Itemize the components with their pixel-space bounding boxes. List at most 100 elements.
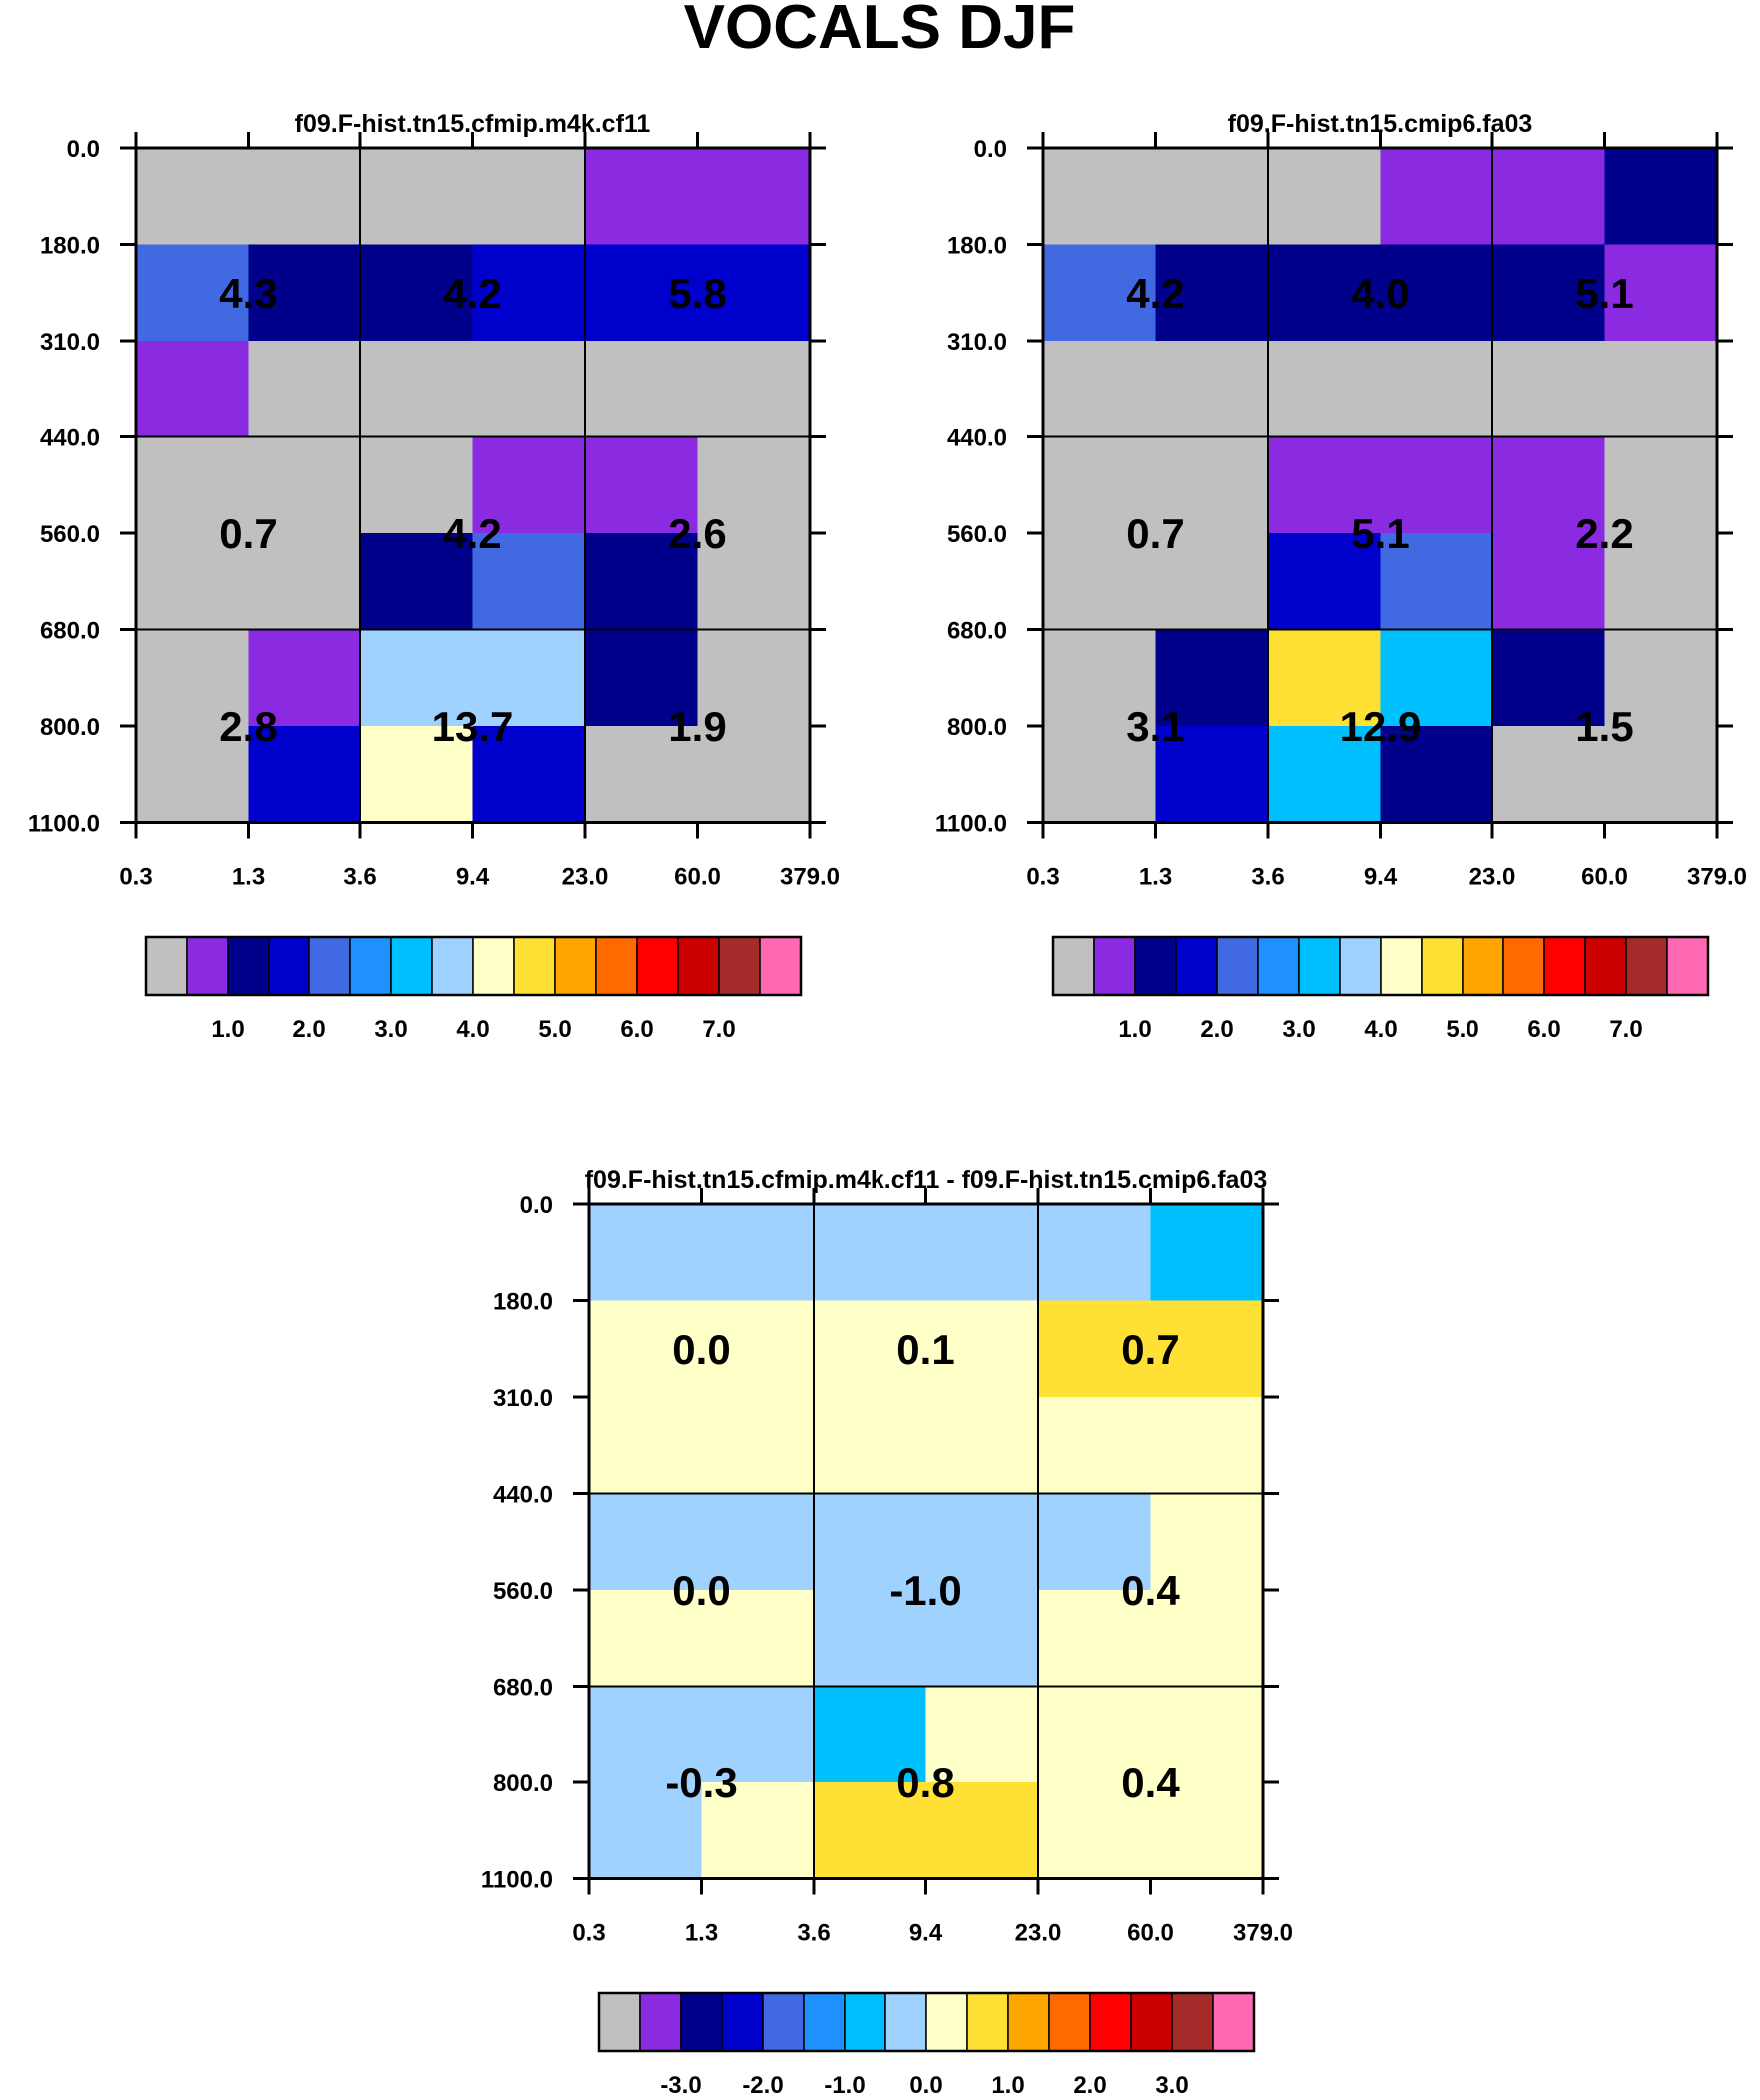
colorbar-label: 5.0 (538, 1016, 571, 1043)
heatmap-cell (472, 629, 586, 727)
heatmap-cell (585, 244, 699, 342)
x-tick-label: 379.0 (780, 864, 840, 891)
colorbar-label: 2.0 (293, 1016, 325, 1043)
y-tick-label: 180.0 (40, 233, 100, 260)
y-tick-label: 1100.0 (935, 811, 1007, 838)
heatmap-cell (1604, 629, 1718, 727)
heatmap-cell (1043, 341, 1157, 438)
heatmap-cell (360, 726, 474, 824)
colorbar-label: 2.0 (1200, 1016, 1233, 1043)
heatmap-cell (248, 629, 361, 727)
heatmap-cell (360, 533, 474, 631)
heatmap-cell (701, 1204, 815, 1302)
cell-value-label: 4.0 (1351, 270, 1409, 317)
colorbar-swatch (759, 936, 802, 996)
y-tick-label: 800.0 (493, 1770, 553, 1797)
colorbar-label: 7.0 (1609, 1016, 1642, 1043)
heatmap-cell (1043, 148, 1157, 246)
colorbar-label: 7.0 (702, 1016, 735, 1043)
x-tick-label: 1.3 (1139, 864, 1172, 891)
colorbar-label: 4.0 (456, 1016, 489, 1043)
heatmap-cell (589, 1397, 703, 1495)
heatmap-cell (1038, 1204, 1152, 1302)
heatmap-cell (814, 1300, 927, 1398)
heatmap-cell (248, 533, 361, 631)
y-tick-label: 560.0 (947, 521, 1007, 548)
x-tick-label: 379.0 (1233, 1920, 1293, 1947)
cell-value-label: 4.2 (443, 270, 501, 317)
colorbar-swatch (1462, 936, 1504, 996)
colorbar-swatch (844, 1992, 886, 2052)
heatmap-cell (1380, 244, 1493, 342)
colorbar-swatch (598, 1992, 641, 2052)
y-tick-label: 440.0 (947, 425, 1007, 452)
colorbar-swatch (1257, 936, 1300, 996)
cell-value-label: -0.3 (665, 1759, 737, 1806)
x-tick-label: 1.3 (232, 864, 265, 891)
heatmap-cell (1038, 1590, 1152, 1688)
colorbar-swatch (1625, 936, 1668, 996)
heatmap-cell (925, 1493, 1039, 1591)
x-tick-label: 60.0 (1127, 1920, 1174, 1947)
heatmap-cell (1155, 341, 1269, 438)
colorbar-swatch (1298, 936, 1341, 996)
cell-value-label: 2.6 (668, 510, 726, 557)
cell-value-label: 0.4 (1121, 1759, 1180, 1806)
heatmap-cell (925, 1590, 1039, 1688)
heatmap-cell (1043, 726, 1157, 824)
heatmap-cell (697, 533, 811, 631)
heatmap-cell (814, 1493, 927, 1591)
heatmap-cell (589, 1300, 703, 1398)
heatmap-cell (1038, 1300, 1152, 1398)
heatmap-cell (1604, 436, 1718, 534)
y-tick-label: 310.0 (493, 1385, 553, 1412)
y-tick-label: 440.0 (493, 1482, 553, 1509)
heatmap-cell (472, 533, 586, 631)
x-tick-label: 60.0 (674, 864, 721, 891)
heatmap-cell (697, 726, 811, 824)
colorbar-swatch (1007, 1992, 1050, 2052)
colorbar-swatch (1421, 936, 1464, 996)
y-tick-label: 800.0 (947, 714, 1007, 741)
heatmap-cell (1380, 148, 1493, 246)
figure-title: VOCALS DJF (684, 0, 1076, 62)
heatmap-cell (472, 341, 586, 438)
x-tick-label: 9.4 (909, 1920, 943, 1947)
heatmap-cell (136, 436, 250, 534)
x-tick-label: 0.3 (1026, 864, 1059, 891)
heatmap-cell (925, 1204, 1039, 1302)
cell-value-label: 0.0 (672, 1567, 730, 1614)
colorbar-swatch (1130, 1992, 1173, 2052)
heatmap-cell (1380, 533, 1493, 631)
cell-value-label: 12.9 (1340, 703, 1422, 750)
heatmap-cell (589, 1782, 703, 1880)
heatmap-cell (472, 726, 586, 824)
colorbar-swatch (390, 936, 433, 996)
y-tick-label: 560.0 (493, 1578, 553, 1605)
heatmap-cell (1150, 1686, 1264, 1783)
heatmap-cell (136, 726, 250, 824)
colorbar-swatch (227, 936, 270, 996)
heatmap-cell (589, 1204, 703, 1302)
heatmap-cell (1380, 341, 1493, 438)
heatmap-cell (1155, 629, 1269, 727)
colorbar-swatch (431, 936, 474, 996)
y-tick-label: 800.0 (40, 714, 100, 741)
cell-value-label: 5.1 (1351, 510, 1409, 557)
heatmap-cell (1038, 1493, 1152, 1591)
colorbar-swatch (677, 936, 720, 996)
heatmap-cell (697, 436, 811, 534)
heatmap-cell (925, 1397, 1039, 1495)
heatmap-cell (1604, 726, 1718, 824)
y-tick-label: 0.0 (974, 136, 1007, 163)
colorbar-swatch (554, 936, 597, 996)
colorbar-swatch (925, 1992, 968, 2052)
x-tick-label: 1.3 (685, 1920, 718, 1947)
heatmap-cell (472, 148, 586, 246)
heatmap-cell (248, 148, 361, 246)
y-tick-label: 310.0 (947, 329, 1007, 355)
cell-value-label: -1.0 (889, 1567, 961, 1614)
cell-value-label: 2.8 (219, 703, 277, 750)
colorbar-label: 3.0 (374, 1016, 407, 1043)
colorbar-swatch (595, 936, 638, 996)
